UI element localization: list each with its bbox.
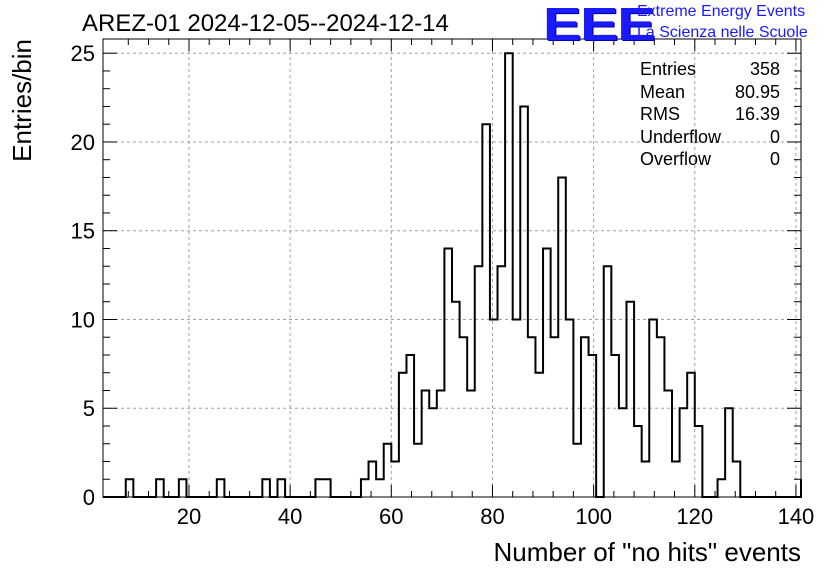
chart-title: AREZ-01 2024-12-05--2024-12-14 bbox=[82, 10, 449, 37]
histogram-bin bbox=[535, 373, 543, 497]
x-tick-label: 120 bbox=[676, 504, 713, 529]
stats-row-rms: RMS 16.39 bbox=[640, 103, 780, 126]
histogram-bin bbox=[687, 373, 695, 497]
histogram-bin bbox=[414, 444, 422, 497]
histogram-bin bbox=[217, 479, 225, 497]
histogram-bin bbox=[437, 390, 445, 497]
histogram-bin bbox=[482, 124, 490, 497]
histogram-bin bbox=[634, 426, 642, 497]
x-tick-label: 80 bbox=[480, 504, 504, 529]
histogram-bin bbox=[619, 408, 627, 497]
grid-lines bbox=[103, 39, 801, 497]
histogram-bin bbox=[391, 461, 399, 497]
y-tick-label: 15 bbox=[71, 219, 95, 244]
stats-value: 358 bbox=[749, 59, 780, 79]
histogram-bin bbox=[551, 337, 559, 497]
histogram-bin bbox=[589, 355, 597, 497]
logo-line-1: Extreme Energy Events bbox=[637, 3, 806, 20]
stats-value: 0 bbox=[769, 149, 780, 169]
stats-label: Mean bbox=[640, 81, 686, 102]
logo-line-2: La Scienza nelle Scuole bbox=[637, 24, 808, 41]
histogram-bin bbox=[581, 337, 589, 497]
x-tick-label: 40 bbox=[278, 504, 302, 529]
stats-label: RMS bbox=[640, 104, 680, 124]
histogram-bin bbox=[664, 390, 672, 497]
histogram-bin bbox=[543, 248, 551, 497]
stats-row-underflow: Underflow 0 bbox=[640, 126, 780, 149]
y-tick-label: 0 bbox=[83, 485, 95, 510]
stats-label: Underflow bbox=[640, 126, 722, 147]
histogram-bin bbox=[733, 461, 741, 497]
histogram-bin bbox=[604, 266, 612, 497]
histogram-bin bbox=[361, 479, 369, 497]
eee-logo: EEE bbox=[543, 0, 656, 50]
x-tick-label: 100 bbox=[575, 504, 612, 529]
histogram-bin bbox=[323, 479, 331, 497]
histogram-bin bbox=[444, 248, 452, 497]
stats-box: Entries 358 Mean 80.95 RMS 16.39 Underfl… bbox=[640, 58, 780, 171]
histogram-bin bbox=[429, 408, 437, 497]
histogram-bin bbox=[467, 390, 475, 497]
histogram-bin bbox=[452, 302, 460, 497]
histogram-bin bbox=[156, 479, 164, 497]
histogram-bin bbox=[657, 337, 665, 497]
stats-label: Overflow bbox=[640, 149, 712, 169]
y-tick-label: 10 bbox=[71, 307, 95, 332]
stats-value: 16.39 bbox=[734, 104, 780, 124]
histogram-bin bbox=[520, 106, 528, 497]
y-axis-label: Entries/bin bbox=[7, 39, 37, 162]
histogram-bin bbox=[725, 408, 733, 497]
stats-value: 80.95 bbox=[734, 81, 780, 102]
histogram-bin bbox=[460, 337, 468, 497]
histogram-bin bbox=[376, 479, 384, 497]
histogram-bin bbox=[126, 479, 134, 497]
x-tick-label: 60 bbox=[379, 504, 403, 529]
histogram-bin bbox=[695, 426, 703, 497]
histogram-bin bbox=[627, 302, 635, 497]
histogram-bin bbox=[680, 408, 688, 497]
histogram-bin bbox=[369, 461, 377, 497]
stats-row-mean: Mean 80.95 bbox=[640, 81, 780, 104]
y-tick-label: 25 bbox=[71, 41, 95, 66]
histogram-bin bbox=[315, 479, 323, 497]
stats-value: 0 bbox=[769, 126, 780, 147]
histogram-bin bbox=[406, 355, 414, 497]
x-axis-label: Number of "no hits" events bbox=[494, 537, 802, 567]
axes bbox=[102, 38, 802, 498]
histogram-bin bbox=[718, 479, 726, 497]
y-tick-label: 5 bbox=[83, 396, 95, 421]
histogram-bin bbox=[498, 266, 506, 497]
stats-row-overflow: Overflow 0 bbox=[640, 148, 780, 171]
histogram-bin bbox=[399, 373, 407, 497]
histogram-bin bbox=[505, 53, 513, 497]
x-tick-label: 20 bbox=[177, 504, 201, 529]
y-tick-label: 20 bbox=[71, 130, 95, 155]
histogram-bin bbox=[672, 461, 680, 497]
histogram-bin bbox=[262, 479, 270, 497]
histogram-bin bbox=[573, 444, 581, 497]
x-tick-label: 140 bbox=[778, 504, 815, 529]
histogram-bin bbox=[384, 444, 392, 497]
histogram-bin bbox=[558, 177, 566, 497]
stats-row-entries: Entries 358 bbox=[640, 58, 780, 81]
stats-label: Entries bbox=[640, 59, 697, 79]
histogram-bin bbox=[278, 479, 286, 497]
histogram-bin bbox=[528, 337, 536, 497]
histogram-bin bbox=[611, 355, 619, 497]
histogram-bin bbox=[422, 390, 430, 497]
axis-labels: 20 40 60 80 100 120 140 0 5 10 15 20 25 Number of "no… bbox=[7, 39, 814, 567]
histogram-bin bbox=[642, 461, 650, 497]
histogram-bin bbox=[475, 266, 483, 497]
histogram-bin bbox=[179, 479, 187, 497]
